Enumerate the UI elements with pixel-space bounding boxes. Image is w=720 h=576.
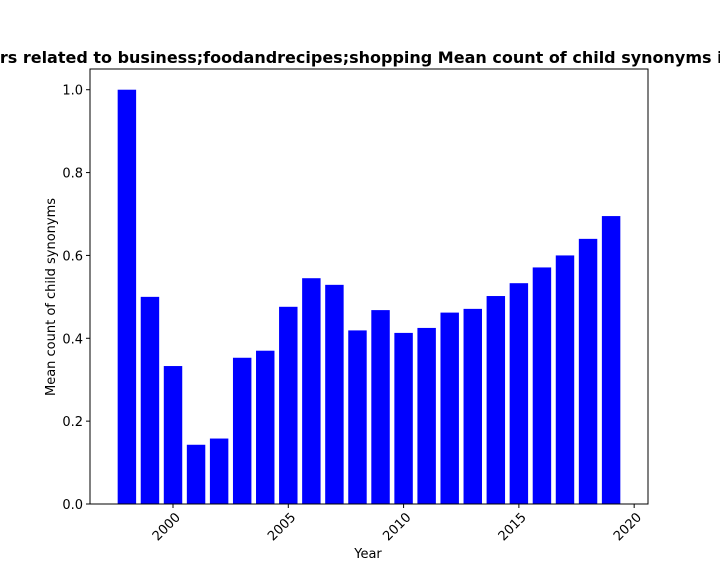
bar-1999 bbox=[140, 296, 160, 504]
y-tick-label: 0.0 bbox=[62, 498, 83, 513]
bar-2016 bbox=[532, 267, 552, 504]
bar-2018 bbox=[578, 238, 598, 505]
bar-2013 bbox=[463, 308, 482, 504]
x-axis-ticks: 2000 2005 2010 2015 2020 bbox=[150, 504, 645, 544]
bar-2011 bbox=[417, 327, 436, 504]
bar-2005 bbox=[279, 306, 298, 504]
x-tick-label: 2020 bbox=[611, 510, 645, 544]
bar-2006 bbox=[302, 278, 321, 504]
bars-group bbox=[117, 89, 621, 505]
x-axis-label: Year bbox=[353, 547, 382, 562]
bar-2014 bbox=[486, 296, 506, 504]
bar-2017 bbox=[555, 255, 575, 504]
y-axis-ticks: 0.0 0.2 0.4 0.6 0.8 1.0 bbox=[62, 84, 90, 513]
x-tick-label: 2000 bbox=[150, 510, 184, 544]
bar-2012 bbox=[440, 312, 459, 504]
bar-2015 bbox=[509, 283, 529, 504]
plot-frame bbox=[89, 68, 649, 505]
x-tick-label: 2015 bbox=[496, 510, 530, 544]
y-tick-label: 0.8 bbox=[62, 167, 83, 182]
bar-2009 bbox=[371, 310, 390, 504]
bar-2004 bbox=[256, 350, 275, 504]
bar-2000 bbox=[163, 366, 183, 504]
y-axis-label: Mean count of child synonyms bbox=[44, 198, 59, 396]
y-tick-label: 0.4 bbox=[62, 332, 83, 347]
bar-2008 bbox=[348, 330, 367, 504]
x-tick-label: 2005 bbox=[265, 510, 299, 544]
bar-2003 bbox=[232, 357, 252, 504]
bar-2001 bbox=[186, 444, 206, 504]
bar-2007 bbox=[325, 284, 344, 504]
y-tick-label: 0.2 bbox=[62, 415, 83, 430]
chart-title: ers related to business;foodandrecipes;s… bbox=[0, 48, 720, 67]
bar-2002 bbox=[209, 438, 229, 504]
y-tick-label: 1.0 bbox=[62, 84, 83, 99]
bar-2010 bbox=[394, 332, 413, 504]
x-tick-label: 2010 bbox=[380, 510, 414, 544]
bar-2019 bbox=[601, 216, 621, 504]
y-tick-label: 0.6 bbox=[62, 249, 83, 264]
bar-1998 bbox=[117, 89, 137, 505]
